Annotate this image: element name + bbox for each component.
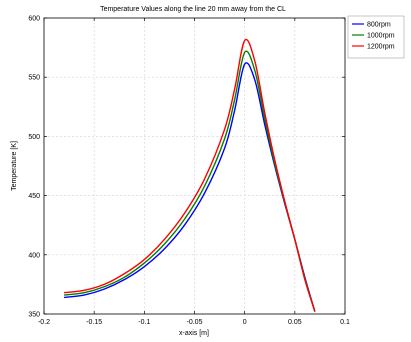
x-tick-label: -0.05 xyxy=(187,319,203,326)
y-tick-label: 400 xyxy=(28,252,40,259)
y-tick-label: 500 xyxy=(28,134,40,141)
y-axis-label: Temperature [K] xyxy=(11,141,18,191)
legend-label-800rpm: 800rpm xyxy=(367,22,391,29)
legend-label-1200rpm: 1200rpm xyxy=(367,44,395,51)
grid-lines xyxy=(44,18,345,314)
legend-box xyxy=(347,15,405,59)
x-tick-label: 0.05 xyxy=(288,319,302,326)
x-tick-label: -0.15 xyxy=(86,319,102,326)
x-axis-label: x-axis [m] xyxy=(179,330,209,337)
y-tick-label: 550 xyxy=(28,75,40,82)
x-tick-label: -0.2 xyxy=(38,319,50,326)
y-tick-label: 450 xyxy=(28,193,40,200)
y-tick-label: 350 xyxy=(28,312,40,319)
x-tick-label: 0.1 xyxy=(340,319,350,326)
legend: 800rpm 1000rpm 1200rpm xyxy=(347,15,405,59)
y-tick-label: 600 xyxy=(28,16,40,23)
legend-label-1000rpm: 1000rpm xyxy=(367,33,395,40)
chart-title: Temperature Values along the line 20 mm … xyxy=(100,6,286,13)
series-line-1200rpm xyxy=(63,38,316,312)
x-tick-label: 0 xyxy=(243,319,247,326)
series-lines xyxy=(63,38,316,312)
x-tick-label: -0.1 xyxy=(138,319,150,326)
axis-ticks: -0.2 -0.15 -0.1 -0.05 0 0.05 0.1 350 400 450 500 55… xyxy=(28,16,350,327)
